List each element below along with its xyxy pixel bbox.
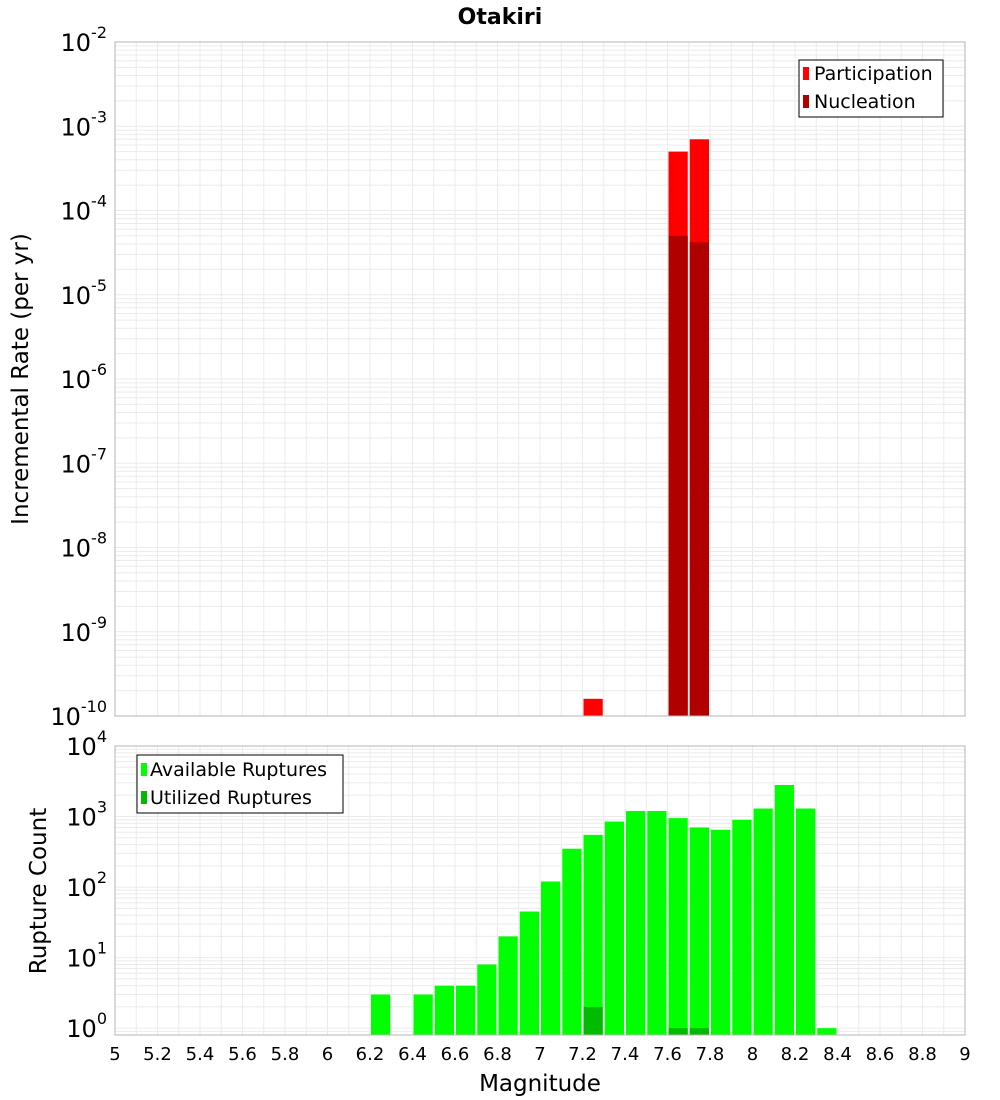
available-bar <box>753 808 773 1035</box>
x-tick-label: 7.8 <box>696 1044 725 1065</box>
participation-bar <box>583 698 603 716</box>
legend-swatch-nucleation <box>803 95 809 108</box>
nucleation-bars <box>668 235 709 717</box>
nucleation-bar <box>689 242 709 716</box>
y-tick-label: 103 <box>66 798 107 832</box>
top-grid <box>114 41 966 717</box>
y-tick-label: 10-3 <box>61 107 108 141</box>
x-tick-label: 5 <box>109 1044 120 1065</box>
utilized-bar <box>689 1028 709 1035</box>
utilized-bar <box>668 1028 688 1035</box>
available-bar <box>477 964 497 1035</box>
x-axis-label: Magnitude <box>479 1071 601 1097</box>
legend-label-utilized: Utilized Ruptures <box>150 787 312 809</box>
available-bar <box>413 994 433 1035</box>
legend-swatch-available <box>141 763 147 776</box>
y-tick-label: 104 <box>66 727 107 761</box>
utilized-bars <box>583 1006 709 1035</box>
available-bar <box>583 834 603 1035</box>
available-bar <box>817 1028 837 1035</box>
y-tick-label: 10-5 <box>61 276 108 310</box>
top-plot: 10-10 10-9 10-8 10-7 10-6 10-5 10-4 10-3 10-2 In… <box>8 23 966 731</box>
y-tick-label: 10-8 <box>61 529 108 563</box>
bottom-legend-box <box>136 754 344 814</box>
bottom-y-axis-label: Rupture Count <box>26 808 52 974</box>
x-tick-label: 6 <box>322 1044 333 1065</box>
nucleation-bar <box>668 235 688 717</box>
bottom-plot-frame <box>114 745 966 1036</box>
x-tick-label: 6.2 <box>356 1044 385 1065</box>
x-tick-label: 7 <box>534 1044 545 1065</box>
x-ticks: 5 5.2 5.4 5.6 5.8 6 6.2 6.4 6.6 6.8 7 7.2 7.4 7.6 7.8 8… <box>109 1044 970 1065</box>
top-y-axis-label: Incremental Rate (per yr) <box>8 233 34 525</box>
available-bar <box>541 881 561 1035</box>
legend-label-nucleation: Nucleation <box>814 91 916 113</box>
x-tick-label: 5.2 <box>143 1044 172 1065</box>
x-tick-label: 7.2 <box>568 1044 597 1065</box>
top-legend: Participation Nucleation <box>798 59 944 118</box>
available-bar <box>626 810 646 1035</box>
x-tick-label: 5.6 <box>228 1044 257 1065</box>
y-tick-label: 102 <box>66 868 107 902</box>
x-tick-label: 7.4 <box>611 1044 640 1065</box>
y-tick-label: 10-10 <box>50 697 107 731</box>
available-bar <box>732 819 752 1035</box>
utilized-bar <box>583 1006 603 1035</box>
available-bar <box>604 821 624 1035</box>
top-plot-frame <box>114 41 966 717</box>
x-tick-label: 9 <box>959 1044 970 1065</box>
available-bars <box>371 784 837 1035</box>
available-bar <box>519 911 539 1035</box>
legend-swatch-utilized <box>141 791 147 804</box>
y-tick-label: 101 <box>66 939 107 973</box>
available-bar <box>371 994 391 1035</box>
available-bar <box>498 936 518 1035</box>
x-tick-label: 6.8 <box>483 1044 512 1065</box>
available-bar <box>689 827 709 1035</box>
available-bar <box>434 985 454 1035</box>
y-tick-label: 10-2 <box>61 23 108 57</box>
bottom-plot: 100 101 102 103 104 5 5.2 5.4 5.6 5.8 6 6.2 6.4 6.6 6… <box>26 727 971 1097</box>
x-tick-label: 8.8 <box>908 1044 937 1065</box>
legend-label-available: Available Ruptures <box>150 759 327 781</box>
available-bar <box>668 818 688 1035</box>
x-tick-label: 6.4 <box>398 1044 427 1065</box>
x-tick-label: 7.6 <box>653 1044 682 1065</box>
x-tick-label: 5.4 <box>186 1044 215 1065</box>
top-y-ticks: 10-10 10-9 10-8 10-7 10-6 10-5 10-4 10-3 10-2 <box>50 23 107 731</box>
y-tick-label: 10-4 <box>61 192 108 226</box>
bottom-legend: Available Ruptures Utilized Ruptures <box>136 754 344 814</box>
top-legend-box <box>798 59 944 118</box>
available-bar <box>647 810 667 1035</box>
available-bar <box>774 784 794 1035</box>
available-bar <box>796 808 816 1035</box>
x-tick-label: 8.4 <box>823 1044 852 1065</box>
x-tick-label: 8 <box>747 1044 758 1065</box>
x-tick-label: 5.8 <box>271 1044 300 1065</box>
legend-swatch-participation <box>803 67 809 80</box>
y-tick-label: 10-7 <box>61 444 108 478</box>
y-tick-label: 10-9 <box>61 613 108 647</box>
x-tick-label: 8.6 <box>866 1044 895 1065</box>
y-tick-label: 10-6 <box>61 360 108 394</box>
bottom-y-ticks: 100 101 102 103 104 <box>66 727 107 1043</box>
chart-title: Otakiri <box>458 5 543 30</box>
y-tick-label: 100 <box>66 1009 107 1043</box>
x-tick-label: 6.6 <box>441 1044 470 1065</box>
x-tick-label: 8.2 <box>781 1044 810 1065</box>
available-bar <box>562 848 582 1035</box>
legend-label-participation: Participation <box>814 63 933 85</box>
available-bar <box>711 829 731 1035</box>
available-bar <box>456 985 476 1035</box>
